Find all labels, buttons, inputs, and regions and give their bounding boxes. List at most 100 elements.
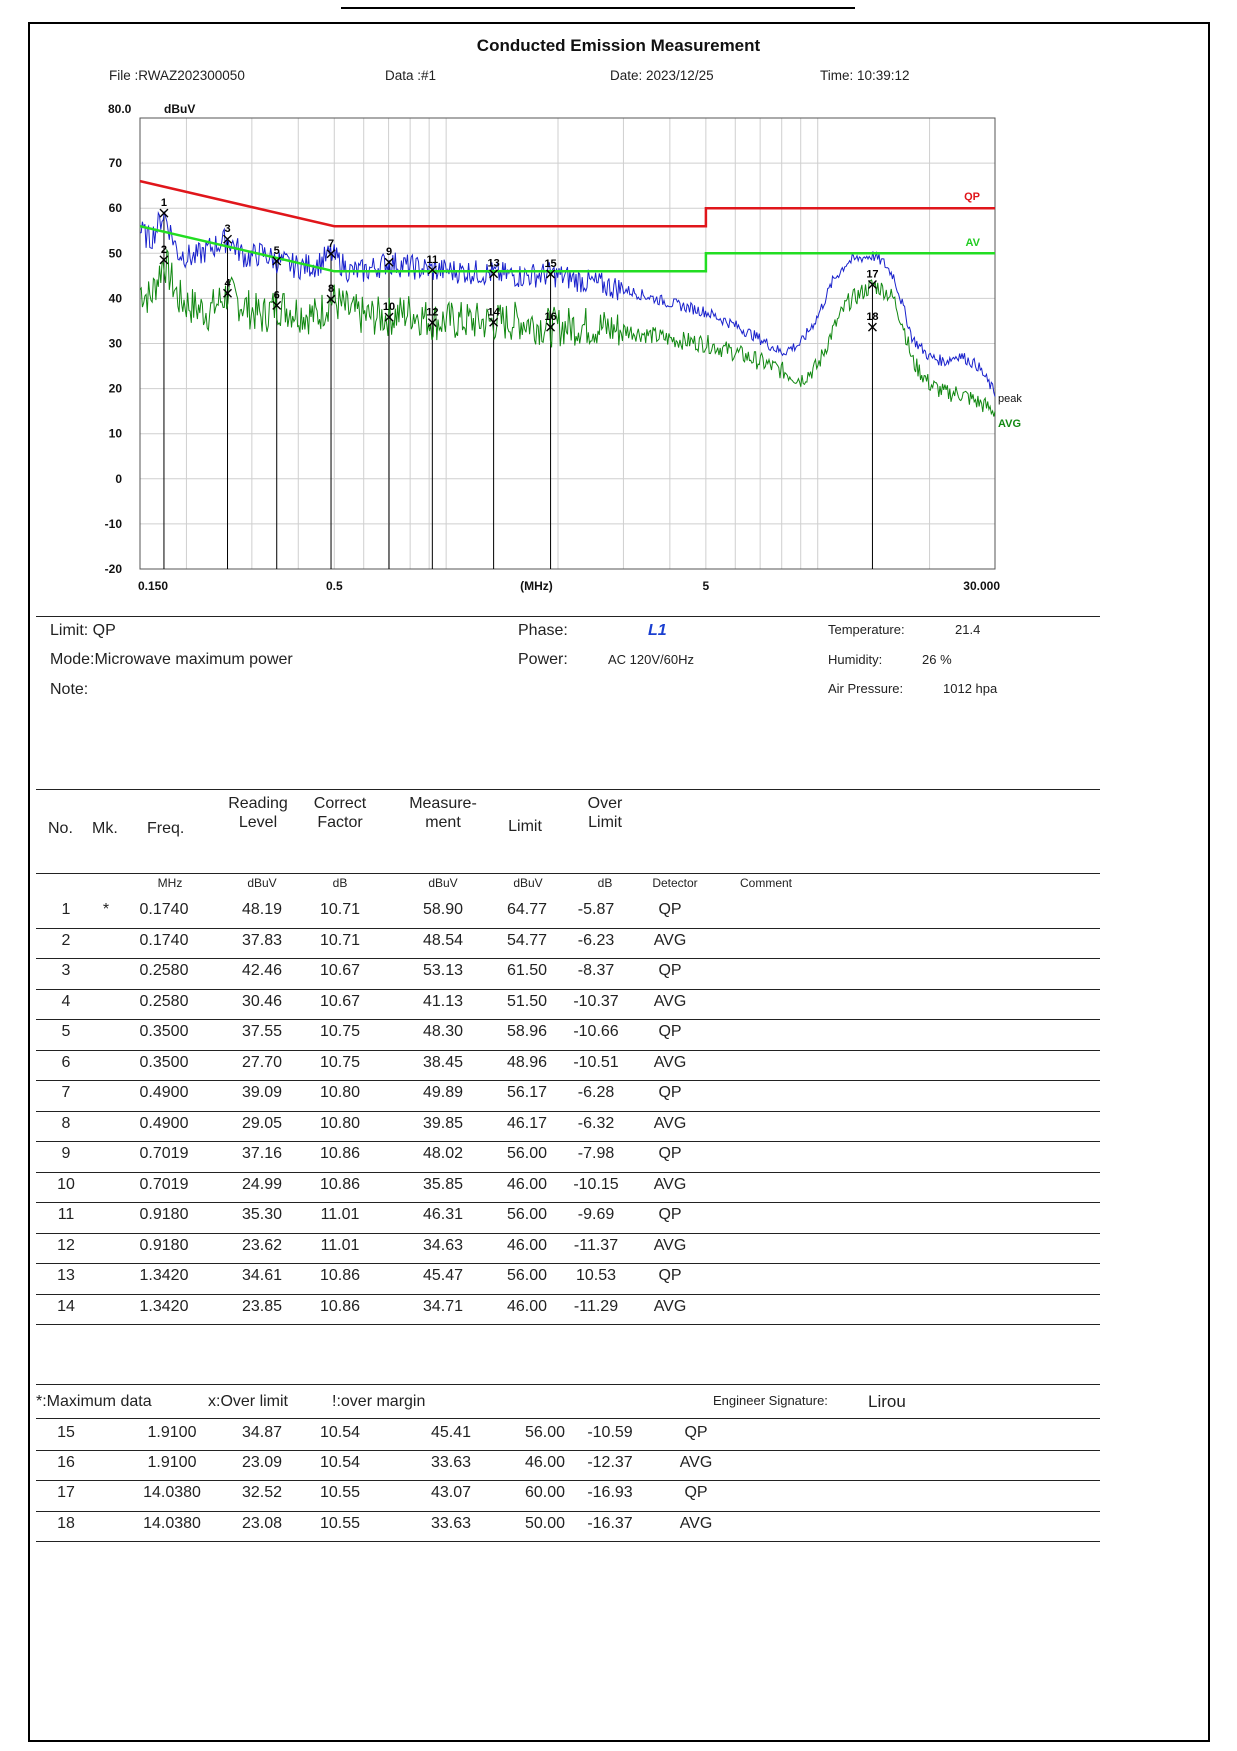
- cell-over: 10.53: [575, 1267, 617, 1284]
- row-divider: [36, 1110, 1100, 1112]
- row-divider: [36, 1049, 1100, 1051]
- unit-freq: MHz: [157, 876, 183, 890]
- cell-correct: 10.54: [319, 1424, 361, 1441]
- footnote-top-divider: [36, 1384, 1100, 1385]
- col-header-over-1: Over: [587, 795, 623, 812]
- qp-limit-label: QP: [964, 191, 980, 203]
- cell-freq: 14.0380: [143, 1484, 201, 1502]
- note-label: Note:: [50, 681, 89, 698]
- cell-freq: 14.0380: [143, 1514, 201, 1532]
- marker-18: 18: [866, 311, 879, 332]
- table-row: 14 1.3420 23.85 10.86 34.71 46.00 -11.29 AVG: [0, 1295, 1237, 1325]
- cell-limit: 64.77: [506, 901, 548, 918]
- marker-cross: [489, 317, 499, 327]
- y-tick-label: 20: [109, 382, 123, 396]
- x-tick-label: 5: [703, 579, 710, 593]
- cell-freq: 0.3500: [139, 1023, 189, 1040]
- marker-16: 16: [544, 311, 557, 332]
- cell-reading: 37.55: [241, 1023, 283, 1040]
- col-header-reading-2: Level: [238, 814, 278, 831]
- cell-reading: 23.08: [241, 1514, 283, 1532]
- marker-cross: [384, 257, 394, 267]
- cell-correct: 10.75: [319, 1023, 361, 1040]
- table-row: 2 0.1740 37.83 10.71 48.54 54.77 -6.23 AVG: [0, 929, 1237, 959]
- marker-8: 8: [326, 283, 336, 304]
- col-header-correct-2: Factor: [317, 814, 363, 831]
- cell-correct: 10.55: [319, 1484, 361, 1502]
- row-divider: [36, 1232, 1100, 1234]
- report-title: Conducted Emission Measurement: [476, 36, 761, 55]
- row-divider: [36, 927, 1100, 929]
- table-row: 16 1.9100 23.09 10.54 33.63 46.00 -12.37 AVG: [0, 1451, 1237, 1482]
- marker-cross: [272, 256, 282, 266]
- cell-freq: 0.9180: [139, 1236, 189, 1254]
- cell-no: 8: [61, 1114, 71, 1132]
- row-divider: [36, 1450, 1100, 1452]
- row-divider: [36, 1202, 1100, 1203]
- cell-limit: 46.17: [506, 1114, 548, 1132]
- row-divider: [36, 1324, 1100, 1325]
- cell-limit: 58.96: [506, 1023, 548, 1040]
- temperature-value: 21.4: [955, 622, 981, 637]
- y-tick-label: 10: [109, 427, 123, 441]
- data-label: Data :#1: [385, 68, 437, 83]
- col-header-reading-1: Reading: [228, 795, 288, 812]
- cell-mk: *: [102, 901, 110, 918]
- col-header-measure-2: ment: [425, 814, 461, 831]
- mode-label: Mode:Microwave maximum power: [50, 651, 293, 668]
- marker-lines: [163, 213, 873, 569]
- cell-limit: 56.00: [506, 1267, 548, 1284]
- marker-cross: [326, 294, 336, 304]
- cell-reading: 23.62: [241, 1236, 283, 1254]
- avg-label: AVG: [998, 418, 1021, 430]
- cell-no: 18: [57, 1514, 75, 1532]
- cell-freq: 0.3500: [139, 1053, 189, 1071]
- row-divider: [36, 1510, 1100, 1512]
- marker-cross: [546, 322, 556, 332]
- cell-correct: 10.55: [319, 1514, 361, 1532]
- power-value: AC 120V/60Hz: [608, 652, 694, 667]
- marker-11: 11: [427, 254, 438, 275]
- cell-detector: QP: [658, 1145, 682, 1162]
- cell-limit: 60.00: [524, 1484, 566, 1502]
- cell-limit: 54.77: [506, 931, 548, 949]
- marker-17: 17: [866, 269, 879, 290]
- y-tick-label: 30: [109, 337, 123, 351]
- cell-no: 13: [57, 1267, 75, 1284]
- engineer-signature-value: Lirou: [868, 1392, 906, 1411]
- marker-cross: [427, 265, 437, 275]
- maximum-data-note: *:Maximum data: [36, 1393, 152, 1410]
- cell-reading: 24.99: [241, 1175, 283, 1193]
- cell-freq: 0.9180: [139, 1206, 189, 1223]
- marker-number: 2: [161, 244, 167, 256]
- col-header-over-2: Limit: [588, 814, 622, 831]
- cell-measure: 33.63: [430, 1514, 472, 1532]
- unit-limit: dBuV: [513, 876, 543, 890]
- marker-1: 1: [159, 197, 169, 218]
- cell-over: -10.59: [587, 1424, 633, 1441]
- marker-number: 15: [544, 258, 556, 270]
- cell-detector: AVG: [653, 931, 687, 949]
- cell-freq: 0.7019: [139, 1145, 189, 1162]
- cell-detector: QP: [684, 1424, 708, 1441]
- unit-detector: Detector: [652, 876, 698, 890]
- cell-over: -6.32: [577, 1114, 615, 1132]
- limit-av: [139, 224, 995, 273]
- footnote-bottom-divider: [36, 1418, 1100, 1419]
- time-label: Time: 10:39:12: [820, 68, 910, 83]
- series: [139, 179, 996, 417]
- cell-reading: 34.87: [241, 1424, 283, 1441]
- cell-detector: QP: [684, 1484, 708, 1502]
- marker-5: 5: [272, 245, 282, 266]
- cell-over: -10.37: [573, 992, 619, 1010]
- cell-measure: 48.30: [422, 1023, 464, 1040]
- cell-no: 5: [61, 1023, 71, 1040]
- cell-freq: 0.4900: [139, 1114, 189, 1132]
- cell-reading: 34.61: [241, 1267, 283, 1284]
- y-tick-label: 70: [109, 156, 123, 170]
- marker-number: 18: [866, 311, 878, 323]
- cell-detector: AVG: [653, 1236, 687, 1254]
- phase-value: L1: [648, 622, 667, 639]
- cell-reading: 39.09: [241, 1084, 283, 1101]
- marker-2: 2: [159, 244, 169, 265]
